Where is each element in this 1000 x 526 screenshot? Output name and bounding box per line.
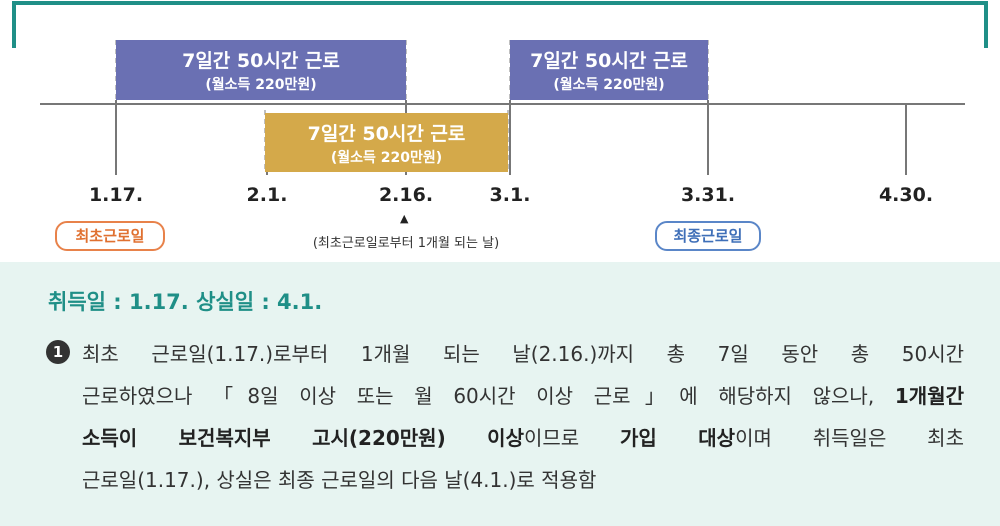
note: (최초근로일로부터 1개월 되는 날) — [312, 236, 500, 251]
text: 이므로 — [523, 426, 621, 450]
tag: 최종근로일 — [655, 221, 761, 251]
box-subtitle: (월소득 220만원) — [330, 150, 443, 166]
paragraph-line: 근로일(1.17.), 상실은 최종 근로일의 다음 날(4.1.)로 적용함 — [82, 464, 964, 493]
text: 최초 근로일(1.17.)로부터 1개월 되는 날(2.16.)까지 총 7일 … — [82, 342, 964, 366]
box-subtitle: (월소득 220만원) — [205, 77, 317, 93]
bold-text: 소득이 보건복지부 고시(220만원) 이상 — [82, 426, 524, 450]
date-label: 3.31. — [680, 184, 736, 206]
paragraph-line: 소득이 보건복지부 고시(220만원) 이상이므로 가입 대상이며 취득일은 최… — [82, 422, 964, 451]
pointer: ▲ — [400, 212, 409, 225]
date-label: 2.16. — [378, 184, 434, 206]
period-box: 7일간 50시간 근로 (월소득 220만원) — [116, 40, 406, 100]
period-box: 7일간 50시간 근로 (월소득 220만원) — [265, 113, 508, 172]
paragraph-line: 근로하였으나 「8일 이상 또는 월 60시간 이상 근로」에 해당하지 않으나… — [82, 380, 964, 409]
tag: 최초근로일 — [55, 221, 165, 251]
paragraph-line: 최초 근로일(1.17.)로부터 1개월 되는 날(2.16.)까지 총 7일 … — [82, 338, 964, 367]
text: 이며 취득일은 최초 — [735, 426, 964, 450]
section-background — [0, 262, 1000, 526]
text: 근로일(1.17.), 상실은 최종 근로일의 다음 날(4.1.)로 적용함 — [82, 468, 597, 492]
box-title: 7일간 50시간 근로 — [530, 50, 688, 72]
box-title: 7일간 50시간 근로 — [182, 50, 340, 72]
date-label: 2.1. — [246, 184, 288, 206]
box-title: 7일간 50시간 근로 — [307, 123, 466, 145]
date-label: 1.17. — [88, 184, 144, 206]
bold-text: 1개월간 — [894, 384, 964, 408]
period-box: 7일간 50시간 근로 (월소득 220만원) — [510, 40, 708, 100]
bold-text: 가입 대상 — [620, 426, 736, 450]
section-title: 취득일 : 1.17. 상실일 : 4.1. — [48, 290, 323, 314]
frame — [12, 1, 988, 48]
date-label: 4.30. — [878, 184, 934, 206]
date-label: 3.1. — [489, 184, 531, 206]
box-subtitle: (월소득 220만원) — [553, 77, 665, 93]
text: 근로하였으나 「8일 이상 또는 월 60시간 이상 근로」에 해당하지 않으나… — [82, 384, 895, 408]
marker: 1 — [46, 340, 70, 364]
